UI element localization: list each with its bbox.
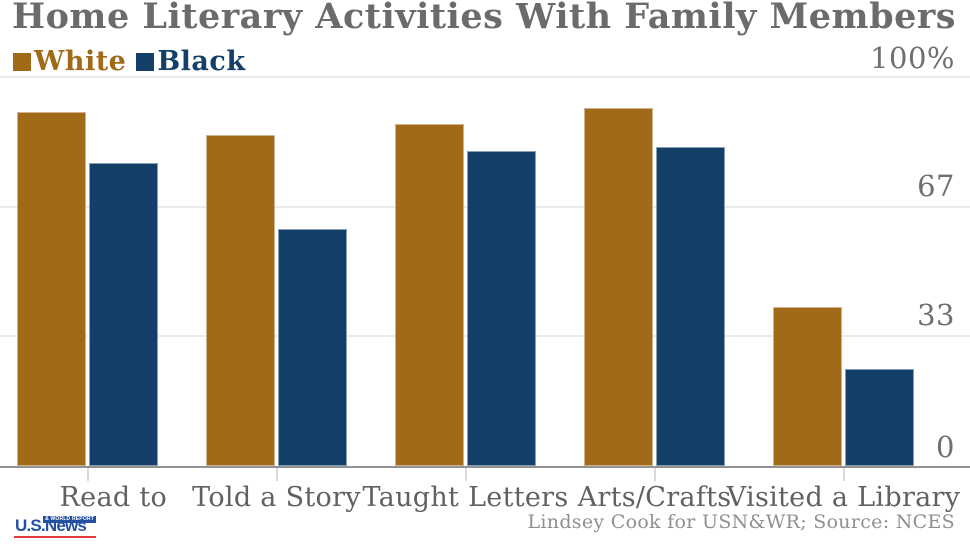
credit-text: Lindsey Cook for USN&WR; Source: NCES	[527, 511, 955, 533]
y-axis-label-100: 100%	[870, 41, 955, 75]
bar-white-read-to	[17, 112, 86, 466]
y-axis-label-33: 33	[917, 298, 955, 332]
legend-item-white: White	[13, 46, 126, 77]
x-axis-label-read-to: Read to	[59, 482, 168, 513]
legend-swatch-black-icon	[136, 52, 155, 71]
legend-swatch-white-icon	[13, 52, 31, 71]
x-axis-label-visited-a-library: Visited a Library	[726, 482, 961, 513]
gridline-100	[0, 76, 970, 78]
bar-black-visited-a-library	[845, 368, 914, 466]
bar-black-taught-letters	[467, 150, 536, 466]
usnews-logo-red-rule	[14, 536, 96, 538]
x-axis-tick-taught-letters	[464, 468, 467, 481]
y-axis-label-67: 67	[917, 169, 955, 203]
x-axis-label-taught-letters: Taught Letters	[362, 482, 569, 513]
usnews-logo: U.S.News & WORLD REPORT	[13, 516, 97, 539]
bar-white-told-a-story	[206, 135, 275, 466]
x-axis-tick-visited-a-library	[842, 468, 845, 481]
legend: White Black	[13, 46, 246, 77]
x-axis-tick-told-a-story	[275, 468, 278, 481]
bar-black-read-to	[89, 162, 158, 466]
bar-white-visited-a-library	[773, 306, 842, 466]
y-axis-label-0: 0	[936, 430, 955, 464]
x-axis-tick-arts-crafts	[653, 468, 656, 481]
legend-label-white: White	[34, 46, 127, 77]
x-axis-line	[0, 466, 970, 468]
bar-black-arts-crafts	[656, 147, 725, 466]
x-axis-tick-read-to	[86, 468, 89, 481]
usnews-logo-tagline: & WORLD REPORT	[43, 516, 96, 523]
x-axis-label-told-a-story: Told a Story	[192, 482, 361, 513]
legend-label-black: Black	[157, 46, 246, 77]
x-axis-labels: Read to Told a Story Taught Letters Arts/Cr…	[0, 482, 970, 516]
chart-title: Home Literary Activities With Family Mem…	[12, 0, 956, 37]
bar-black-told-a-story	[278, 228, 347, 466]
bar-white-arts-crafts	[584, 108, 653, 466]
x-axis-label-arts-crafts: Arts/Crafts	[577, 482, 732, 513]
legend-item-black: Black	[136, 46, 245, 77]
bar-white-taught-letters	[395, 123, 464, 466]
